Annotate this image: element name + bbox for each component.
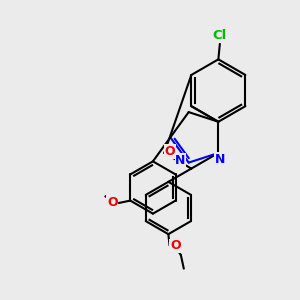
Text: O: O: [170, 239, 181, 252]
Text: O: O: [107, 196, 118, 209]
Text: O: O: [164, 145, 175, 158]
Text: N: N: [175, 154, 185, 167]
Text: N: N: [215, 153, 225, 166]
Text: Cl: Cl: [213, 29, 227, 42]
